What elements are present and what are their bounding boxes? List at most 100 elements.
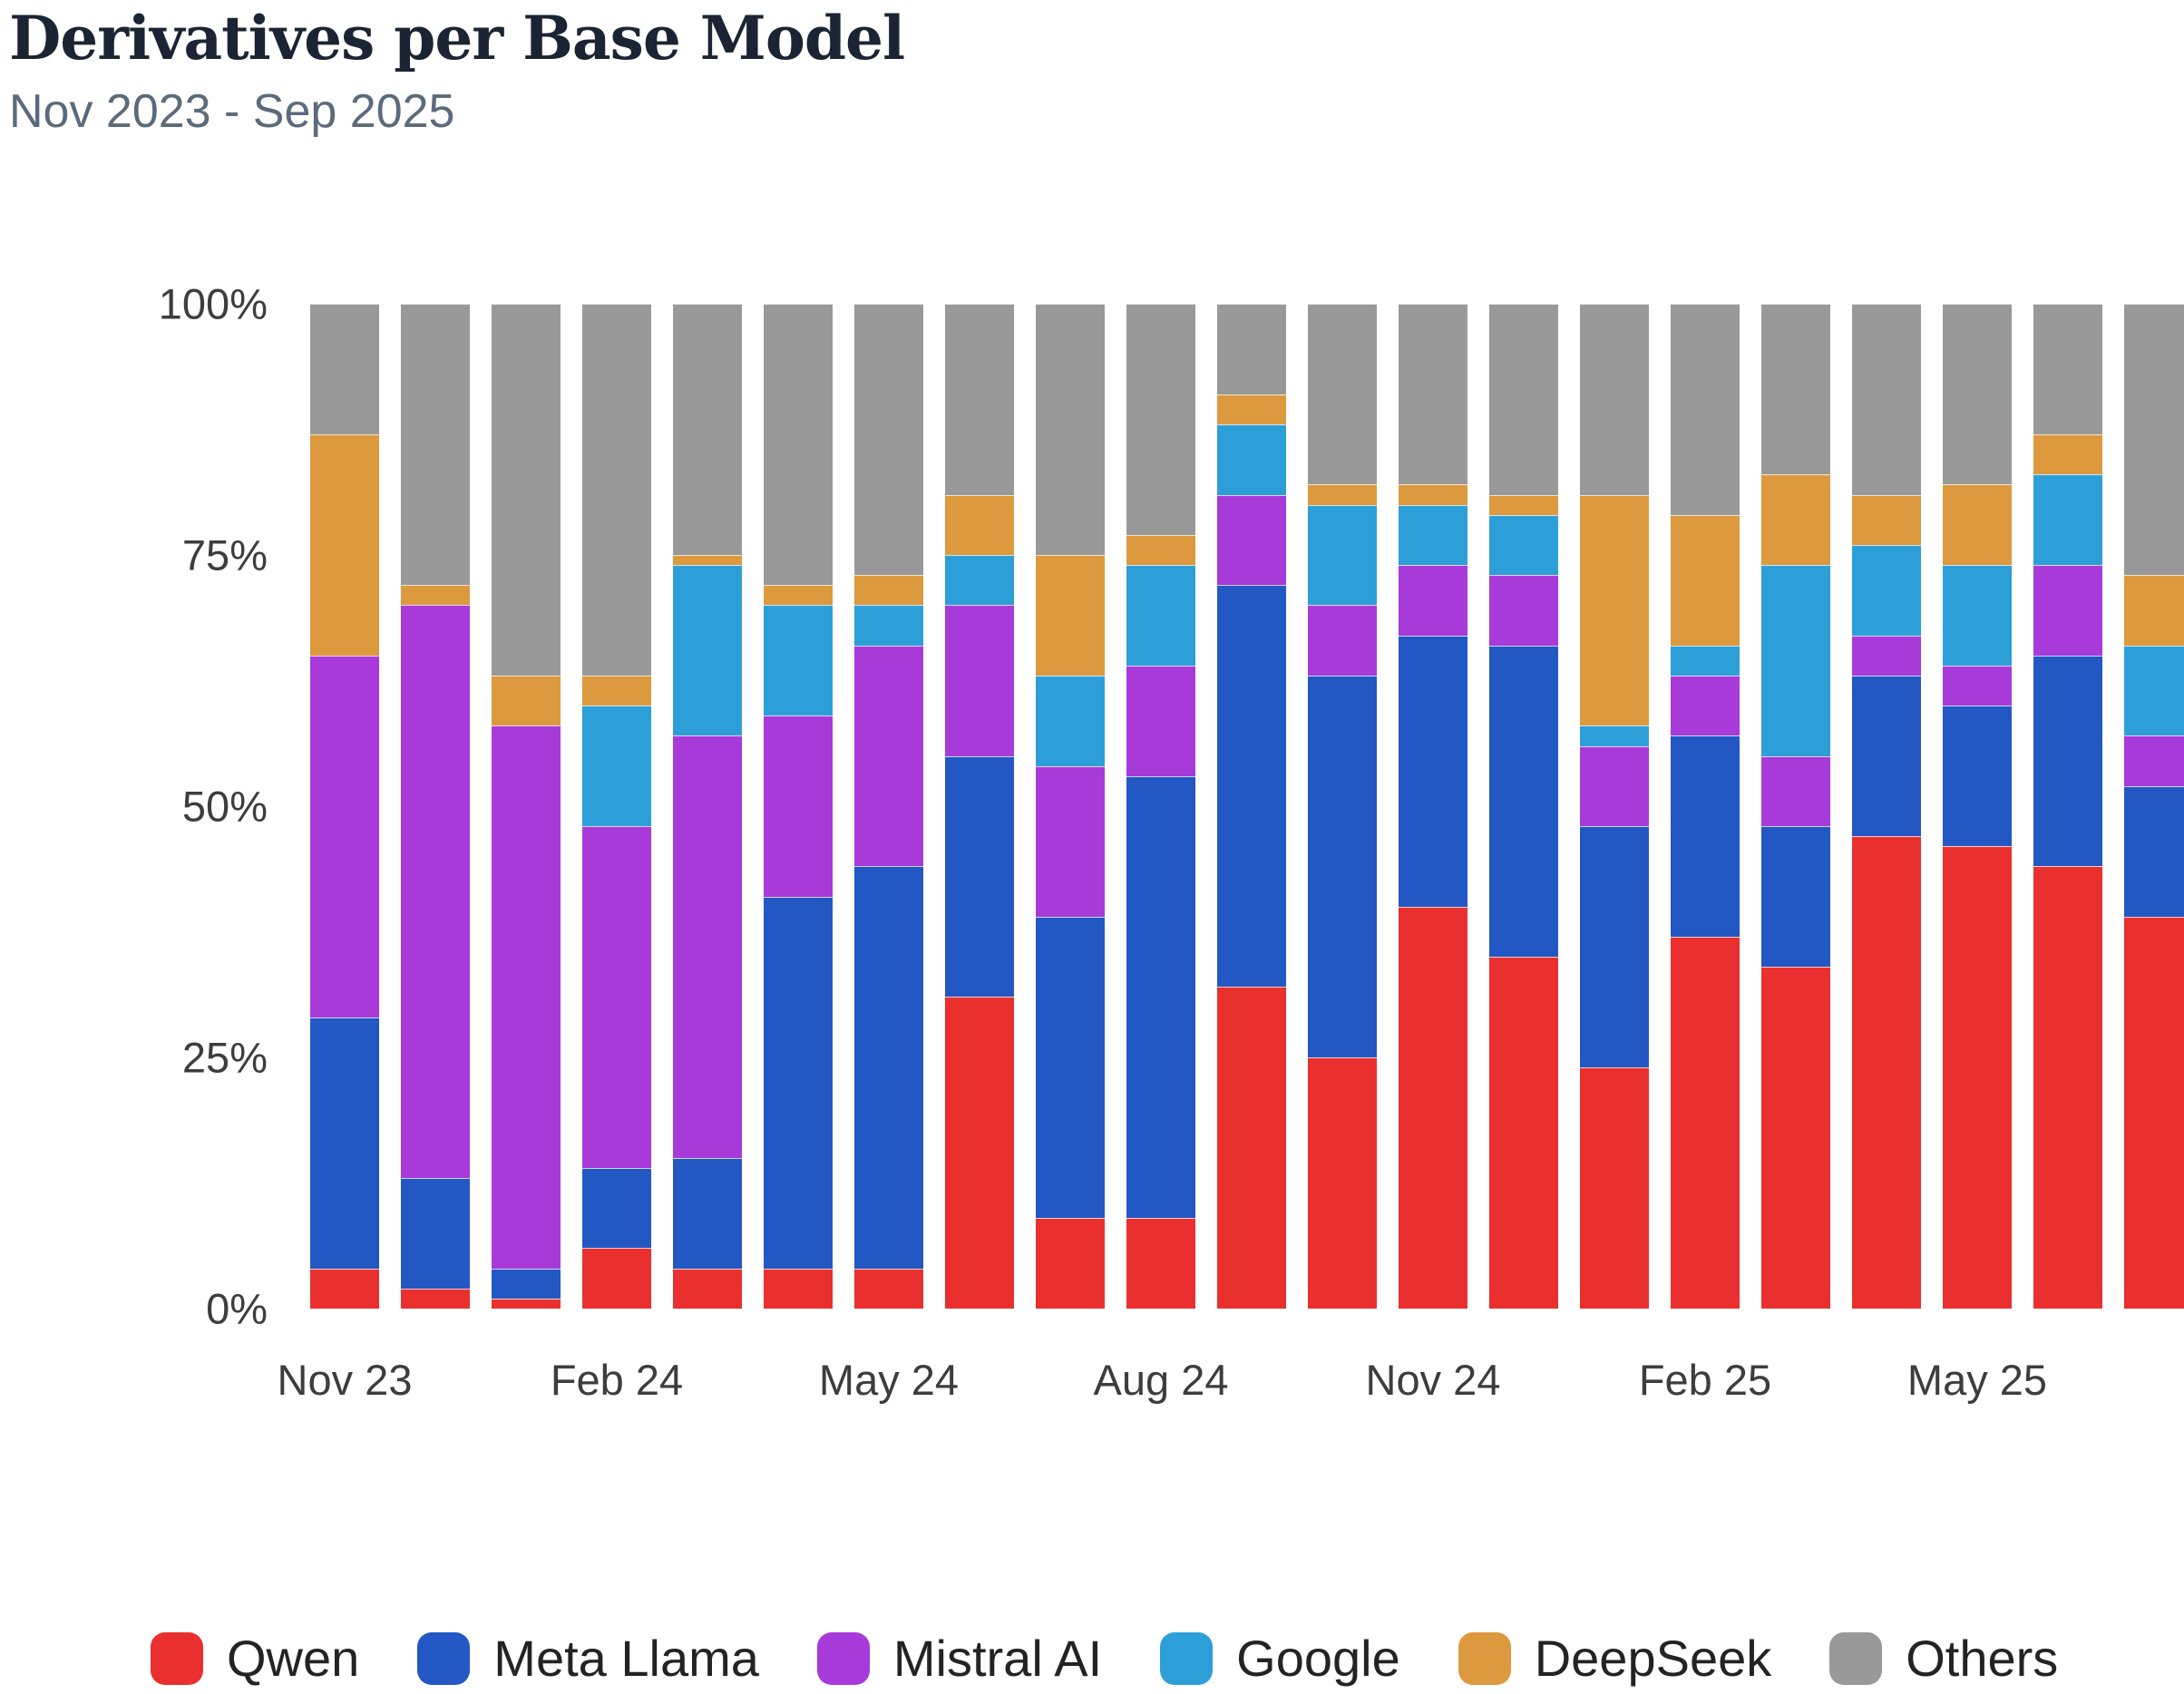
bar-segment-google[interactable]	[1671, 645, 1740, 676]
bar-segment-deepseek[interactable]	[1489, 494, 1558, 515]
bar-segment-others[interactable]	[2124, 304, 2184, 576]
bar-segment-deepseek[interactable]	[582, 675, 651, 706]
stacked-bar-feb-24[interactable]	[582, 304, 651, 1309]
bar-segment-google[interactable]	[1761, 565, 1830, 756]
bar-segment-others[interactable]	[1852, 304, 1921, 495]
bar-segment-google[interactable]	[673, 565, 742, 736]
bar-segment-deepseek[interactable]	[1761, 474, 1830, 566]
bar-segment-meta-llama[interactable]	[1671, 735, 1740, 937]
stacked-bar-sep-24[interactable]	[1217, 304, 1286, 1309]
bar-segment-google[interactable]	[1217, 424, 1286, 495]
bar-segment-google[interactable]	[1852, 544, 1921, 636]
bar-segment-meta-llama[interactable]	[492, 1268, 561, 1299]
bar-segment-deepseek[interactable]	[1036, 555, 1105, 676]
bar-segment-mistral-ai[interactable]	[1761, 755, 1830, 827]
bar-segment-google[interactable]	[1489, 514, 1558, 576]
bar-segment-mistral-ai[interactable]	[582, 826, 651, 1168]
bar-segment-others[interactable]	[492, 304, 561, 676]
bar-segment-google[interactable]	[1943, 565, 2012, 666]
bar-segment-qwen[interactable]	[1943, 846, 2012, 1309]
bar-segment-mistral-ai[interactable]	[492, 725, 561, 1269]
stacked-bar-jul-25[interactable]	[2124, 304, 2184, 1309]
bar-segment-mistral-ai[interactable]	[1671, 675, 1740, 736]
bar-segment-mistral-ai[interactable]	[1852, 635, 1921, 676]
stacked-bar-may-24[interactable]	[854, 304, 923, 1309]
bar-segment-qwen[interactable]	[310, 1268, 379, 1309]
bar-segment-mistral-ai[interactable]	[673, 735, 742, 1158]
bar-segment-others[interactable]	[2033, 304, 2102, 435]
stacked-bar-dec-23[interactable]	[401, 304, 470, 1309]
bar-segment-meta-llama[interactable]	[1943, 706, 2012, 847]
bar-segment-qwen[interactable]	[1580, 1067, 1649, 1309]
bar-segment-meta-llama[interactable]	[1126, 775, 1195, 1219]
stacked-bar-aug-24[interactable]	[1126, 304, 1195, 1309]
bar-segment-deepseek[interactable]	[1126, 534, 1195, 566]
bar-segment-meta-llama[interactable]	[401, 1177, 470, 1289]
bar-segment-others[interactable]	[1036, 304, 1105, 555]
stacked-bar-may-25[interactable]	[1943, 304, 2012, 1309]
bar-segment-deepseek[interactable]	[854, 575, 923, 606]
bar-segment-meta-llama[interactable]	[764, 896, 833, 1269]
bar-segment-google[interactable]	[1399, 504, 1467, 566]
bar-segment-others[interactable]	[945, 304, 1014, 495]
bar-segment-others[interactable]	[764, 304, 833, 586]
bar-segment-meta-llama[interactable]	[1217, 585, 1286, 988]
stacked-bar-jun-25[interactable]	[2033, 304, 2102, 1309]
bar-segment-others[interactable]	[1126, 304, 1195, 535]
bar-segment-qwen[interactable]	[492, 1298, 561, 1309]
bar-segment-deepseek[interactable]	[1399, 484, 1467, 505]
stacked-bar-jun-24[interactable]	[945, 304, 1014, 1309]
bar-segment-others[interactable]	[582, 304, 651, 676]
bar-segment-deepseek[interactable]	[310, 434, 379, 656]
bar-segment-qwen[interactable]	[1671, 937, 1740, 1309]
stacked-bar-apr-25[interactable]	[1852, 304, 1921, 1309]
bar-segment-others[interactable]	[854, 304, 923, 576]
stacked-bar-mar-25[interactable]	[1761, 304, 1830, 1309]
bar-segment-mistral-ai[interactable]	[945, 605, 1014, 756]
bar-segment-google[interactable]	[2124, 645, 2184, 736]
bar-segment-qwen[interactable]	[1036, 1218, 1105, 1309]
bar-segment-qwen[interactable]	[1852, 836, 1921, 1309]
bar-segment-google[interactable]	[1126, 565, 1195, 666]
bar-segment-mistral-ai[interactable]	[2124, 735, 2184, 786]
bar-segment-meta-llama[interactable]	[1489, 645, 1558, 958]
stacked-bar-jan-25[interactable]	[1580, 304, 1649, 1309]
bar-segment-others[interactable]	[401, 304, 470, 586]
bar-segment-meta-llama[interactable]	[1308, 675, 1377, 1057]
bar-segment-mistral-ai[interactable]	[1036, 765, 1105, 917]
bar-segment-mistral-ai[interactable]	[1399, 565, 1467, 636]
bar-segment-qwen[interactable]	[764, 1268, 833, 1309]
bar-segment-qwen[interactable]	[1217, 987, 1286, 1309]
bar-segment-mistral-ai[interactable]	[854, 645, 923, 867]
bar-segment-deepseek[interactable]	[1943, 484, 2012, 566]
bar-segment-meta-llama[interactable]	[1852, 675, 1921, 837]
bar-segment-qwen[interactable]	[2124, 916, 2184, 1309]
bar-segment-deepseek[interactable]	[1308, 484, 1377, 505]
bar-segment-mistral-ai[interactable]	[1580, 745, 1649, 827]
bar-segment-google[interactable]	[854, 605, 923, 646]
bar-segment-qwen[interactable]	[1761, 967, 1830, 1309]
stacked-bar-oct-24[interactable]	[1308, 304, 1377, 1309]
bar-segment-qwen[interactable]	[2033, 866, 2102, 1309]
stacked-bar-nov-23[interactable]	[310, 304, 379, 1309]
bar-segment-qwen[interactable]	[1308, 1056, 1377, 1309]
bar-segment-qwen[interactable]	[1489, 957, 1558, 1309]
bar-segment-qwen[interactable]	[401, 1288, 470, 1309]
bar-segment-meta-llama[interactable]	[1761, 826, 1830, 968]
bar-segment-mistral-ai[interactable]	[1308, 605, 1377, 676]
stacked-bar-apr-24[interactable]	[764, 304, 833, 1309]
bar-segment-meta-llama[interactable]	[1580, 826, 1649, 1068]
bar-segment-meta-llama[interactable]	[310, 1017, 379, 1269]
bar-segment-meta-llama[interactable]	[854, 866, 923, 1269]
bar-segment-meta-llama[interactable]	[1399, 635, 1467, 907]
bar-segment-deepseek[interactable]	[2124, 575, 2184, 646]
bar-segment-google[interactable]	[2033, 474, 2102, 566]
bar-segment-mistral-ai[interactable]	[1489, 575, 1558, 646]
bar-segment-qwen[interactable]	[673, 1268, 742, 1309]
bar-segment-google[interactable]	[1308, 504, 1377, 606]
bar-segment-meta-llama[interactable]	[945, 755, 1014, 998]
stacked-bar-dec-24[interactable]	[1489, 304, 1558, 1309]
bar-segment-mistral-ai[interactable]	[1217, 494, 1286, 586]
bar-segment-mistral-ai[interactable]	[764, 716, 833, 897]
bar-segment-deepseek[interactable]	[945, 494, 1014, 555]
